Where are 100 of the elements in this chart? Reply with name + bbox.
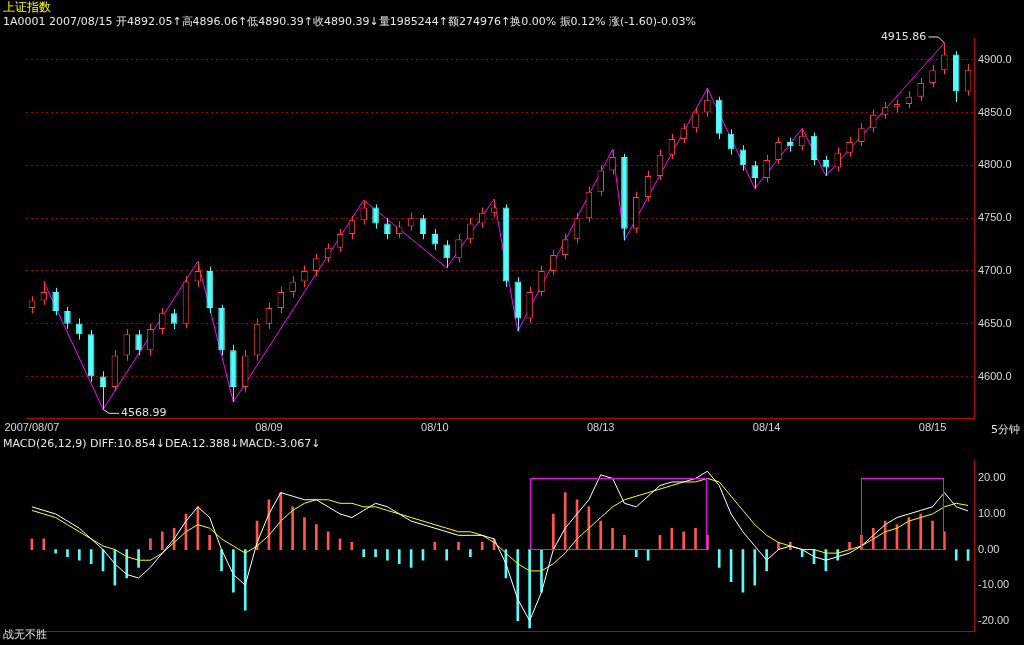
bar: [66, 549, 69, 558]
candlestick: [846, 136, 853, 158]
bar: [208, 535, 212, 550]
bar: [919, 513, 923, 550]
bar: [386, 549, 389, 561]
candlestick: [704, 87, 711, 118]
y-tick-label: 4650.0: [978, 316, 1012, 329]
bar: [196, 506, 200, 550]
candlestick: [384, 217, 391, 240]
bar: [374, 549, 377, 558]
y-tick-label: -20.00: [978, 613, 1010, 626]
bar: [480, 542, 484, 550]
bar: [433, 542, 437, 550]
candlestick: [348, 215, 356, 240]
bar: [528, 549, 531, 629]
x-tick-label: 2007/08/07: [4, 421, 60, 434]
bar: [291, 506, 294, 550]
chart-subtitle: 1A0001 2007/08/15 开4892.05↑高4896.06↑低4890.39↑收4890.39↓量1985244↑额274976↑换0.00% 振0.12% 涨(-1.60)-0.03%: [3, 15, 696, 28]
bar: [682, 531, 686, 550]
bar: [220, 549, 223, 572]
candlestick: [550, 249, 557, 276]
y-tick-label: 4700.0: [978, 263, 1012, 276]
candlestick: [597, 164, 604, 197]
candlestick: [360, 199, 367, 225]
bar: [457, 542, 460, 550]
bar: [717, 549, 721, 568]
candlestick: [64, 306, 71, 330]
candlestick: [443, 239, 450, 269]
annotation: 战无不胜: [3, 628, 47, 641]
x-tick-label: 08/10: [421, 421, 449, 434]
y-tick-label: 4850.0: [978, 105, 1012, 118]
bar: [54, 549, 57, 554]
candlestick: [135, 329, 142, 356]
candlestick: [123, 328, 130, 362]
candlestick: [834, 146, 841, 173]
candlestick: [763, 154, 770, 183]
bar: [765, 549, 768, 572]
x-tick-label: 08/13: [586, 421, 615, 434]
candlestick: [76, 317, 83, 341]
y-tick-label: 4900.0: [978, 52, 1012, 65]
x-tick-label: 08/09: [255, 421, 283, 434]
candlestick: [159, 307, 166, 335]
bar: [315, 524, 318, 550]
bar: [89, 549, 93, 565]
candlestick: [751, 160, 759, 190]
bar: [149, 538, 152, 550]
candlestick: [941, 42, 948, 76]
chart-title: 上证指数: [3, 0, 51, 14]
candlestick: [40, 281, 48, 306]
candlestick: [858, 122, 865, 147]
bar: [232, 549, 235, 593]
bar: [907, 517, 911, 550]
candlestick: [692, 106, 699, 134]
candlestick: [301, 265, 308, 288]
candlestick: [431, 228, 439, 251]
candlestick: [52, 287, 59, 316]
candlestick: [372, 203, 379, 230]
y-tick-label: 0.00: [978, 542, 1000, 555]
bar: [931, 520, 934, 550]
bar: [42, 538, 46, 550]
candlestick: [147, 323, 154, 356]
bar: [243, 549, 247, 611]
bar: [326, 531, 330, 550]
candlestick: [170, 308, 178, 330]
y-tick-label: 4800.0: [978, 158, 1012, 171]
bar: [552, 513, 555, 550]
bar: [137, 549, 140, 568]
bar: [160, 531, 164, 550]
bar: [469, 549, 472, 558]
x-tick-label: 08/15: [918, 421, 947, 434]
candlestick: [467, 217, 474, 244]
bar: [753, 549, 757, 586]
bar: [694, 527, 697, 550]
x-axis-title: 5分钟: [991, 423, 1020, 436]
candlestick: [680, 122, 687, 144]
bar: [516, 549, 520, 622]
annotation: 4915.86: [880, 29, 927, 43]
y-tick-label: -10.00: [978, 578, 1010, 591]
candlestick: [870, 108, 877, 134]
bar: [445, 549, 449, 561]
x-tick-label: 08/14: [752, 421, 781, 434]
annotation: 4568.99: [121, 406, 167, 420]
bar: [611, 527, 614, 550]
candlestick: [609, 148, 616, 176]
candlestick: [313, 253, 320, 277]
bar: [279, 492, 283, 550]
bar: [78, 549, 81, 561]
chart-title: MACD(26,12,9) DIFF:10.854↓DEA:12.388↓MACD:-3.067↓: [3, 437, 321, 450]
candlestick: [455, 233, 462, 263]
y-tick-label: 4600.0: [978, 369, 1012, 382]
candlestick: [929, 64, 936, 88]
bar: [599, 520, 603, 550]
bar: [563, 492, 567, 550]
candlestick: [336, 228, 344, 253]
bar: [362, 549, 366, 558]
bar: [670, 527, 674, 550]
candlestick: [538, 265, 545, 297]
bar: [623, 535, 626, 550]
y-tick-label: 4750.0: [978, 211, 1012, 224]
bar: [303, 517, 306, 550]
